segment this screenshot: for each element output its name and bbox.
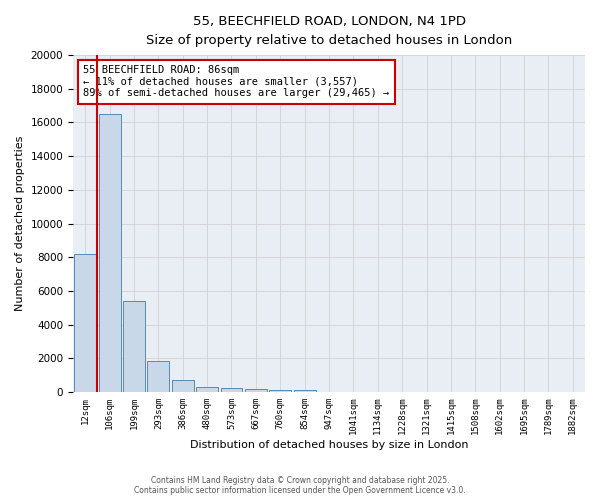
Bar: [172, 380, 194, 392]
Bar: [98, 114, 121, 392]
Text: Contains HM Land Registry data © Crown copyright and database right 2025.
Contai: Contains HM Land Registry data © Crown c…: [134, 476, 466, 495]
Title: 55, BEECHFIELD ROAD, LONDON, N4 1PD
Size of property relative to detached houses: 55, BEECHFIELD ROAD, LONDON, N4 1PD Size…: [146, 15, 512, 47]
Y-axis label: Number of detached properties: Number of detached properties: [15, 136, 25, 311]
Bar: [221, 388, 242, 392]
X-axis label: Distribution of detached houses by size in London: Distribution of detached houses by size …: [190, 440, 468, 450]
Bar: [293, 390, 316, 392]
Bar: [148, 361, 169, 392]
Bar: [196, 386, 218, 392]
Text: 55 BEECHFIELD ROAD: 86sqm
← 11% of detached houses are smaller (3,557)
89% of se: 55 BEECHFIELD ROAD: 86sqm ← 11% of detac…: [83, 65, 389, 98]
Bar: [269, 390, 291, 392]
Bar: [245, 389, 267, 392]
Bar: [123, 301, 145, 392]
Bar: [74, 254, 96, 392]
